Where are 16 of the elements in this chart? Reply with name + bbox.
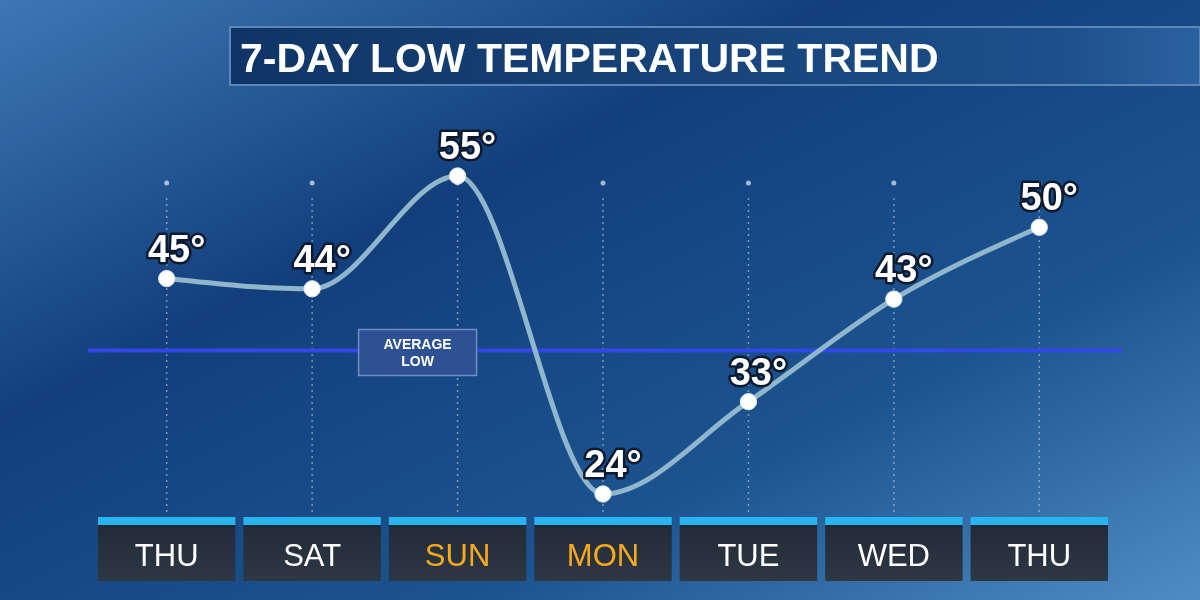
data-label: 44° xyxy=(293,237,351,280)
data-label: 45° xyxy=(147,227,206,270)
x-tick-label: TUE xyxy=(717,538,780,573)
x-tick-label: SAT xyxy=(283,538,342,573)
x-tick-label: THU xyxy=(1007,538,1072,573)
x-tick-label: WED xyxy=(857,538,931,573)
data-label: 24° xyxy=(584,443,642,485)
data-label: 50° xyxy=(1020,176,1079,219)
x-tick-label: MON xyxy=(566,538,640,573)
data-label: 33° xyxy=(729,350,788,393)
ref-line-label: AVERAGE LOW xyxy=(383,336,452,370)
chart-title: 7-DAY LOW TEMPERATURE TREND xyxy=(240,35,939,81)
data-label: 55° xyxy=(438,125,497,167)
data-label: 43° xyxy=(875,248,933,291)
x-tick-label: SUN xyxy=(424,538,491,573)
x-tick-label: THU xyxy=(134,538,199,573)
